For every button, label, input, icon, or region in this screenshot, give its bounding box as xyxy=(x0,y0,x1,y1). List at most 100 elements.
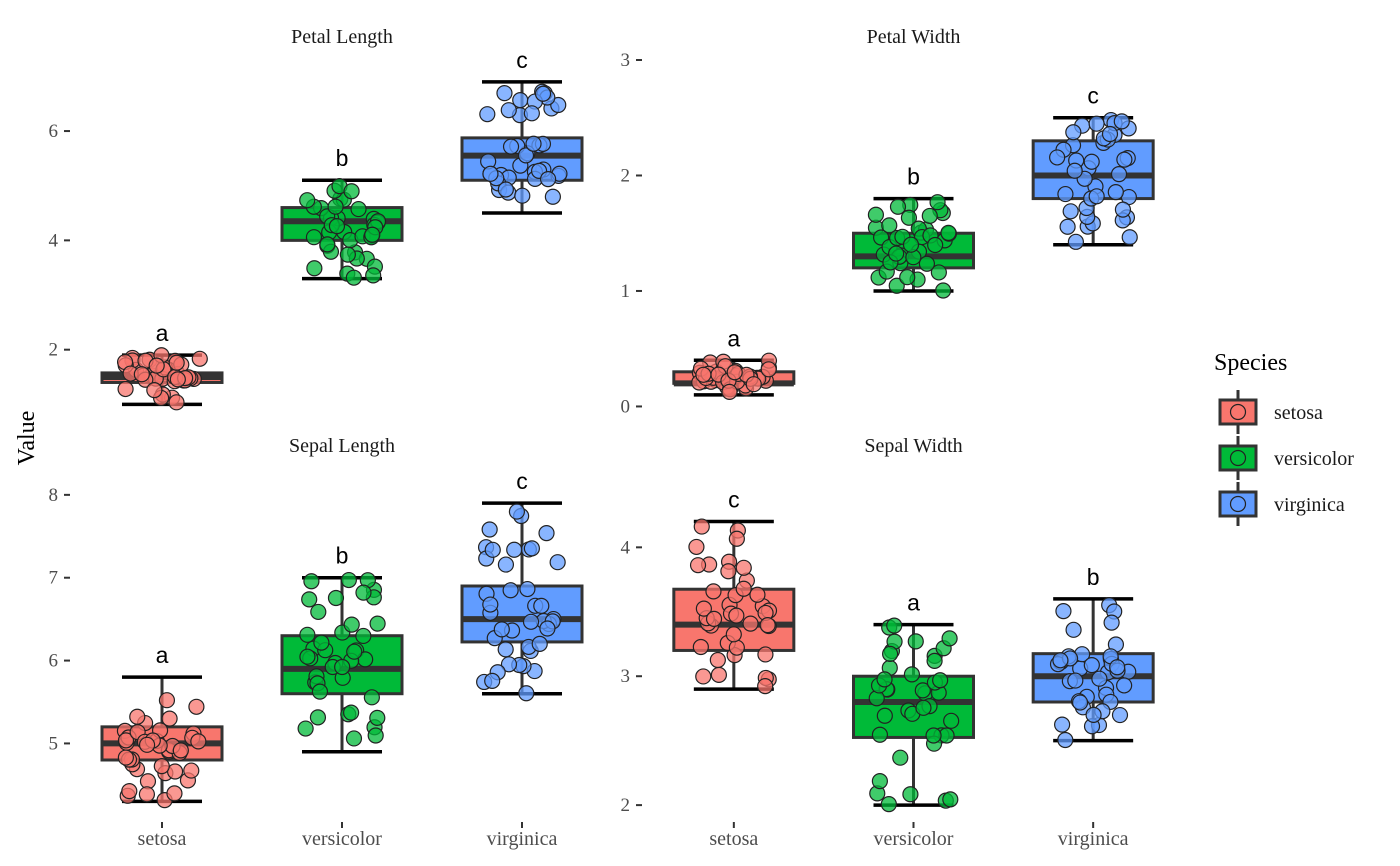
jitter-point xyxy=(343,616,360,633)
box-virginica: c xyxy=(1031,83,1155,250)
y-tick-label: 6 xyxy=(49,651,59,672)
box-virginica: c xyxy=(460,468,584,702)
jitter-point xyxy=(158,692,176,709)
jitter-point xyxy=(343,183,360,200)
jitter-point xyxy=(502,138,520,155)
jitter-point xyxy=(327,589,345,607)
jitter-point xyxy=(519,580,536,598)
legend-label: versicolor xyxy=(1274,448,1354,470)
jitter-point xyxy=(343,704,360,721)
jitter-point xyxy=(369,615,386,632)
jitter-point xyxy=(484,541,501,558)
box-setosa: c xyxy=(672,487,796,695)
jitter-point xyxy=(927,236,944,254)
jitter-point xyxy=(1110,166,1128,183)
jitter-point xyxy=(728,607,745,624)
jitter-point xyxy=(365,267,382,284)
legend-title: Species xyxy=(1214,350,1287,376)
jitter-point xyxy=(345,730,363,747)
jitter-point xyxy=(689,557,707,574)
jitter-point xyxy=(1057,185,1074,203)
jitter-point xyxy=(153,758,170,775)
jitter-point xyxy=(339,246,356,263)
jitter-point xyxy=(500,102,517,119)
jitter-point xyxy=(749,586,766,603)
facet-panel-petal-width: Petal Width 0 1 2 3 a b c xyxy=(621,26,1155,417)
significance-letter: b xyxy=(336,145,349,171)
jitter-point xyxy=(918,255,936,272)
jitter-point xyxy=(1111,706,1129,724)
jitter-point xyxy=(540,171,557,188)
jitter-point xyxy=(297,720,314,737)
jitter-point xyxy=(907,633,924,650)
jitter-point xyxy=(1107,184,1124,201)
jitter-point xyxy=(709,651,726,669)
jitter-point xyxy=(500,656,518,673)
jitter-point xyxy=(1065,621,1082,638)
jitter-point xyxy=(169,371,186,388)
y-tick-label: 4 xyxy=(49,230,59,251)
jitter-point xyxy=(367,727,384,744)
jitter-point xyxy=(539,620,556,637)
significance-letter: a xyxy=(156,642,169,668)
jitter-point xyxy=(148,357,165,374)
facet-panel-sepal-width: Sepal Width 2 3 4 setosa versicolor virginica c… xyxy=(621,435,1155,850)
jitter-point xyxy=(313,634,330,651)
jitter-point xyxy=(941,630,958,647)
jitter-point xyxy=(299,626,316,643)
jitter-point xyxy=(1091,670,1108,687)
jitter-point xyxy=(940,224,957,241)
jitter-point xyxy=(921,207,938,225)
jitter-point xyxy=(522,613,540,630)
jitter-point xyxy=(876,671,893,688)
y-tick-label: 2 xyxy=(621,795,631,816)
jitter-point xyxy=(334,658,351,676)
jitter-point xyxy=(1088,115,1105,132)
jitter-point xyxy=(346,643,363,660)
significance-letter: a xyxy=(156,320,169,346)
box-setosa: a xyxy=(672,325,796,401)
jitter-point xyxy=(168,354,185,371)
jitter-point xyxy=(757,678,774,695)
jitter-point xyxy=(871,726,889,743)
y-tick-label: 1 xyxy=(621,281,631,302)
jitter-point xyxy=(757,646,774,663)
jitter-point xyxy=(1114,201,1132,218)
facet-panel-sepal-length: Sepal Length 5 6 7 8 setosa versicolor virginic… xyxy=(49,435,584,850)
jitter-point xyxy=(533,597,550,614)
box-setosa: a xyxy=(100,642,224,809)
jitter-point xyxy=(363,689,380,706)
legend-item-virginica: virginica xyxy=(1218,482,1345,526)
jitter-point xyxy=(1057,731,1074,749)
legend-item-setosa: setosa xyxy=(1218,390,1323,434)
jitter-point xyxy=(759,617,776,634)
jitter-point xyxy=(146,382,163,399)
jitter-point xyxy=(725,626,742,643)
jitter-point xyxy=(168,394,185,411)
jitter-point xyxy=(364,226,381,243)
jitter-point xyxy=(1109,659,1126,676)
y-tick-label: 0 xyxy=(621,396,631,417)
jitter-point xyxy=(899,269,916,286)
jitter-point xyxy=(900,209,918,226)
jitter-point xyxy=(693,518,710,535)
facet-panel-petal-length: Petal Length 2 4 6 a b c xyxy=(49,26,584,411)
y-tick-label: 4 xyxy=(621,537,631,558)
jitter-point xyxy=(760,361,777,378)
jitter-point xyxy=(695,366,712,383)
jitter-point xyxy=(191,350,208,367)
jitter-point xyxy=(117,749,134,766)
jitter-point xyxy=(1059,218,1076,235)
jitter-point xyxy=(1055,602,1072,620)
jitter-point xyxy=(1113,113,1130,130)
jitter-point xyxy=(902,786,919,803)
jitter-point xyxy=(369,709,386,726)
jitter-point xyxy=(1116,677,1133,694)
x-tick-label: versicolor xyxy=(874,828,954,850)
jitter-point xyxy=(888,277,905,294)
jitter-point xyxy=(508,503,526,520)
legend-item-versicolor: versicolor xyxy=(1218,436,1354,480)
jitter-point xyxy=(930,264,947,281)
jitter-point xyxy=(525,135,542,152)
facet-title: Sepal Width xyxy=(864,435,962,457)
